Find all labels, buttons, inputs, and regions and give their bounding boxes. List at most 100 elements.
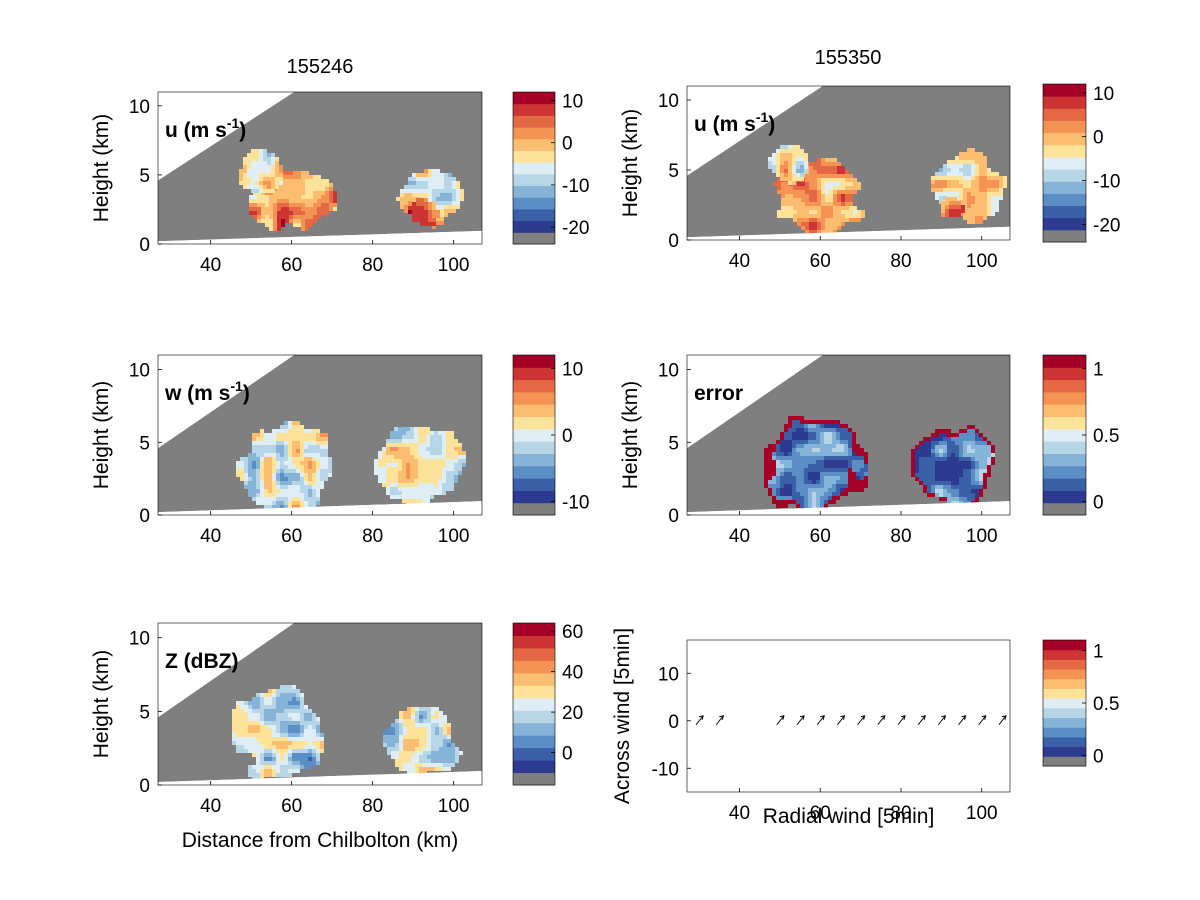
echo-cell xyxy=(792,432,796,436)
echo-cell xyxy=(426,483,430,487)
echo-cell xyxy=(276,721,280,725)
echo-cell xyxy=(312,753,316,757)
echo-cell xyxy=(288,481,292,485)
echo-cell xyxy=(260,469,264,473)
echo-cell xyxy=(801,182,805,186)
y-tick-label: 5 xyxy=(139,702,150,723)
echo-cell xyxy=(446,479,450,483)
echo-cell xyxy=(300,725,304,729)
echo-cell xyxy=(979,208,983,212)
echo-cell xyxy=(804,468,808,472)
echo-cell xyxy=(292,765,296,769)
echo-cell xyxy=(450,463,454,467)
echo-cell xyxy=(268,721,272,725)
echo-cell xyxy=(281,207,285,211)
echo-cell xyxy=(967,473,971,477)
colorbar-swatch xyxy=(1043,391,1086,405)
echo-cell xyxy=(285,215,289,219)
echo-cell xyxy=(316,489,320,493)
echo-cell xyxy=(816,492,820,496)
echo-cell xyxy=(813,186,817,190)
echo-cell xyxy=(792,468,796,472)
echo-cell xyxy=(292,749,296,753)
echo-cell xyxy=(284,745,288,749)
echo-cell xyxy=(415,731,419,735)
echo-cell xyxy=(333,203,337,207)
echo-cell xyxy=(444,213,448,217)
echo-cell xyxy=(272,489,276,493)
echo-cell xyxy=(852,464,856,468)
echo-cell xyxy=(415,755,419,759)
echo-cell xyxy=(261,219,265,223)
colorbar-label: 0 xyxy=(1093,747,1104,768)
echo-cell xyxy=(951,180,955,184)
echo-cell xyxy=(292,461,296,465)
echo-cell xyxy=(833,214,837,218)
echo-cell xyxy=(430,475,434,479)
echo-cell xyxy=(983,184,987,188)
echo-cell xyxy=(276,453,280,457)
echo-cell xyxy=(943,477,947,481)
echo-cell xyxy=(252,737,256,741)
echo-cell xyxy=(793,198,797,202)
echo-cell xyxy=(304,753,308,757)
echo-cell xyxy=(919,441,923,445)
echo-cell xyxy=(420,210,424,214)
echo-cell xyxy=(296,701,300,705)
echo-cell xyxy=(931,473,935,477)
echo-cell xyxy=(268,765,272,769)
echo-cell xyxy=(252,701,256,705)
echo-cell xyxy=(378,463,382,467)
echo-cell xyxy=(848,452,852,456)
echo-cell xyxy=(284,489,288,493)
echo-cell xyxy=(849,210,853,214)
echo-cell xyxy=(947,493,951,497)
echo-cell xyxy=(292,769,296,773)
echo-cell xyxy=(276,753,280,757)
echo-cell xyxy=(951,184,955,188)
echo-cell xyxy=(308,485,312,489)
echo-cell xyxy=(280,721,284,725)
echo-cell xyxy=(447,747,451,751)
echo-cell xyxy=(296,705,300,709)
echo-cell xyxy=(324,437,328,441)
echo-cell xyxy=(312,729,316,733)
echo-cell xyxy=(462,459,466,463)
echo-cell xyxy=(939,172,943,176)
echo-cell xyxy=(955,449,959,453)
echo-cell xyxy=(316,749,320,753)
echo-cell xyxy=(804,484,808,488)
echo-cell xyxy=(951,433,955,437)
echo-cell xyxy=(943,453,947,457)
echo-cell xyxy=(848,444,852,448)
echo-cell xyxy=(252,497,256,501)
echo-cell xyxy=(272,469,276,473)
echo-cell xyxy=(264,773,268,777)
echo-cell xyxy=(935,180,939,184)
echo-cell xyxy=(975,449,979,453)
echo-cell xyxy=(816,476,820,480)
echo-cell xyxy=(403,751,407,755)
vector-shaft xyxy=(816,715,825,726)
echo-cell xyxy=(408,210,412,214)
echo-cell xyxy=(975,212,979,216)
echo-cell xyxy=(317,191,321,195)
echo-cell xyxy=(320,733,324,737)
echo-cell xyxy=(431,719,435,723)
echo-cell xyxy=(280,433,284,437)
echo-cell xyxy=(312,717,316,721)
echo-cell xyxy=(277,223,281,227)
x-tick-label: 80 xyxy=(362,796,383,817)
echo-cell xyxy=(268,745,272,749)
echo-cell xyxy=(284,461,288,465)
echo-cell xyxy=(268,465,272,469)
echo-cell xyxy=(442,451,446,455)
echo-cell xyxy=(247,161,251,165)
echo-cell xyxy=(289,215,293,219)
colorbar-swatch xyxy=(513,416,555,430)
echo-cell xyxy=(768,165,772,169)
echo-cell xyxy=(406,431,410,435)
echo-cell xyxy=(444,193,448,197)
echo-cell xyxy=(292,685,296,689)
echo-cell xyxy=(300,481,304,485)
